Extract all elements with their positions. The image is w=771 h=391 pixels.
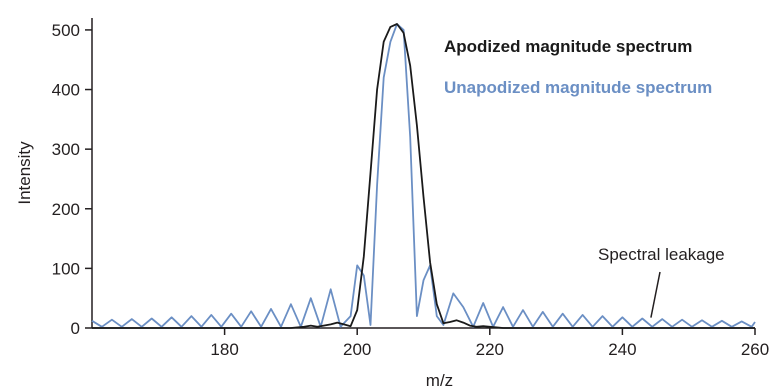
x-tick-label: 220	[476, 340, 504, 359]
series-line-apodized	[92, 23, 755, 329]
series-line-unapodized	[91, 23, 756, 328]
spectral-leakage-annotation: Spectral leakage	[598, 245, 725, 264]
legend-apodized: Apodized magnitude spectrum	[444, 37, 692, 56]
x-tick-label: 260	[741, 340, 769, 359]
y-tick-label: 500	[52, 21, 80, 40]
y-axis-label: Intensity	[15, 141, 34, 205]
x-tick-label: 240	[608, 340, 636, 359]
spectral-leakage-pointer	[650, 271, 661, 318]
y-tick-label: 200	[52, 200, 80, 219]
y-tick-label: 100	[52, 259, 80, 278]
x-tick-label: 180	[210, 340, 238, 359]
y-tick-label: 400	[52, 81, 80, 100]
y-tick-label: 0	[71, 319, 80, 338]
legend-unapodized: Unapodized magnitude spectrum	[444, 78, 712, 97]
series-lines	[91, 23, 756, 329]
x-axis-label: m/z	[426, 371, 453, 390]
x-tick-label: 200	[343, 340, 371, 359]
ticks: 0 100 200 300 400 500 180 200 220 240 260	[52, 21, 770, 359]
y-tick-label: 300	[52, 140, 80, 159]
